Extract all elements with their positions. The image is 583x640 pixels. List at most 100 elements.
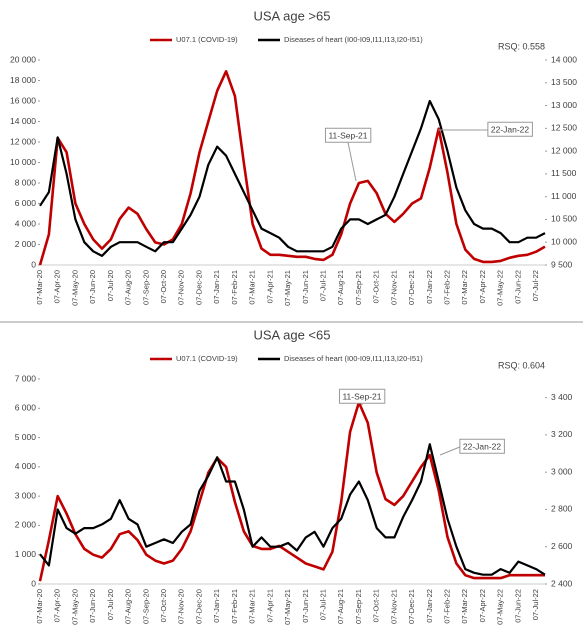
x-tick-label: 07-Apr-21: [265, 270, 274, 303]
y2-tick-label: 11 000: [551, 191, 577, 201]
y2-tick-label: 12 500: [551, 123, 577, 133]
x-tick-label: 07-Mar-21: [248, 589, 257, 624]
chart-title: USA age <65: [254, 327, 331, 342]
x-tick-label: 07-Mar-22: [460, 270, 469, 305]
x-tick-label: 07-Mar-20: [35, 270, 44, 305]
x-tick-label: 07-Nov-21: [389, 589, 398, 624]
y-tick-label: 18 000: [10, 75, 36, 85]
y-tick-label: 2 000: [15, 239, 37, 249]
y-tick-label: 5 000: [15, 432, 37, 442]
x-tick-label: 07-May-22: [496, 589, 505, 625]
legend-label: U07.1 (COVID-19): [176, 354, 238, 363]
y-tick-label: 12 000: [10, 136, 36, 146]
y2-tick-label: 3 400: [551, 392, 573, 402]
annotation: 11-Sep-21: [342, 391, 381, 401]
y-tick-label: 0: [31, 259, 36, 269]
x-tick-label: 07-Jun-21: [301, 270, 310, 304]
y2-tick-label: 13 500: [551, 77, 577, 87]
callout-box: [459, 438, 505, 454]
x-tick-label: 07-Jan-22: [425, 589, 434, 623]
x-tick-label: 07-Oct-20: [159, 270, 168, 303]
y-tick-label: 4 000: [15, 461, 37, 471]
x-tick-label: 07-Oct-21: [372, 270, 381, 303]
y2-tick-label: 2 600: [551, 541, 573, 551]
x-tick-label: 07-Aug-20: [124, 589, 133, 624]
x-tick-label: 07-Jan-22: [425, 270, 434, 304]
y2-tick-label: 10 000: [551, 236, 577, 246]
x-tick-label: 07-Oct-21: [372, 589, 381, 622]
x-tick-label: 07-Dec-20: [194, 589, 203, 624]
x-tick-label: 07-Nov-20: [177, 270, 186, 305]
x-tick-label: 07-Nov-20: [177, 589, 186, 624]
callout-leader: [347, 142, 357, 182]
x-tick-label: 07-Feb-21: [230, 589, 239, 624]
y-tick-label: 10 000: [10, 157, 36, 167]
x-tick-label: 07-Jul-22: [531, 589, 540, 620]
series-line: [39, 99, 546, 257]
x-tick-label: 07-Jun-20: [88, 270, 97, 304]
x-tick-label: 07-Jan-21: [212, 270, 221, 304]
legend-label: Diseases of heart (I00-I09,I11,I13,I20-I…: [284, 354, 423, 363]
x-tick-label: 07-Apr-22: [478, 589, 487, 622]
annotation: 22-Jan-22: [491, 124, 530, 134]
x-tick-label: 07-Jul-22: [531, 270, 540, 301]
y-tick-label: 6 000: [15, 198, 37, 208]
y-tick-label: 2 000: [15, 520, 37, 530]
x-tick-label: 07-Aug-21: [336, 589, 345, 624]
series-line: [38, 70, 546, 266]
x-tick-label: 07-May-22: [496, 270, 505, 306]
y-tick-label: 7 000: [15, 373, 37, 383]
x-tick-label: 07-Mar-22: [460, 589, 469, 624]
x-tick-label: 07-Sep-21: [354, 270, 363, 305]
x-tick-label: 07-Mar-20: [35, 589, 44, 624]
y2-tick-label: 2 400: [551, 578, 573, 588]
callout-leader: [439, 446, 461, 456]
y-tick-label: 14 000: [10, 116, 36, 126]
y2-tick-label: 11 500: [551, 168, 577, 178]
y-tick-label: 20 000: [10, 54, 36, 64]
x-tick-label: 07-Sep-21: [354, 589, 363, 624]
x-tick-label: 07-Apr-21: [265, 589, 274, 622]
y2-tick-label: 10 500: [551, 214, 577, 224]
x-tick-label: 07-Jan-21: [212, 589, 221, 623]
x-tick-label: 07-Jul-20: [106, 589, 115, 620]
chart-title: USA age >65: [254, 8, 331, 23]
x-tick-label: 07-Jul-21: [318, 270, 327, 301]
y-tick-label: 4 000: [15, 218, 37, 228]
x-tick-label: 07-May-21: [283, 589, 292, 625]
x-tick-label: 07-Oct-20: [159, 589, 168, 622]
legend-label: U07.1 (COVID-19): [176, 35, 238, 44]
x-tick-label: 07-May-21: [283, 270, 292, 306]
callout-box: [487, 121, 533, 137]
x-tick-label: 07-Jun-20: [88, 589, 97, 623]
x-tick-label: 07-Feb-22: [443, 270, 452, 305]
x-tick-label: 07-Dec-21: [407, 589, 416, 624]
y-tick-label: 8 000: [15, 177, 37, 187]
y2-tick-label: 3 200: [551, 429, 573, 439]
x-tick-label: 07-Mar-21: [248, 270, 257, 305]
x-tick-label: 07-Jul-21: [318, 589, 327, 620]
y-tick-label: 3 000: [15, 490, 37, 500]
annotation: 22-Jan-22: [463, 441, 502, 451]
y-tick-label: 1 000: [15, 549, 37, 559]
callout-box: [324, 127, 372, 143]
x-tick-label: 07-Nov-21: [389, 270, 398, 305]
y2-tick-label: 3 000: [551, 466, 573, 476]
x-tick-label: 07-Dec-20: [194, 270, 203, 305]
y-tick-label: 0: [31, 578, 36, 588]
y-tick-label: 16 000: [10, 95, 36, 105]
rsq-note: RSQ: 0.604: [498, 360, 545, 370]
x-tick-label: 07-Apr-20: [53, 589, 62, 622]
series-line: [39, 443, 546, 576]
y2-tick-label: 13 000: [551, 100, 577, 110]
x-tick-label: 07-Sep-20: [141, 270, 150, 305]
x-tick-label: 07-Jul-20: [106, 270, 115, 301]
x-tick-label: 07-Feb-21: [230, 270, 239, 305]
x-tick-label: 07-Dec-21: [407, 270, 416, 305]
x-tick-label: 07-Jun-22: [513, 270, 522, 304]
x-tick-label: 07-Sep-20: [141, 589, 150, 624]
y2-tick-label: 12 000: [551, 145, 577, 155]
